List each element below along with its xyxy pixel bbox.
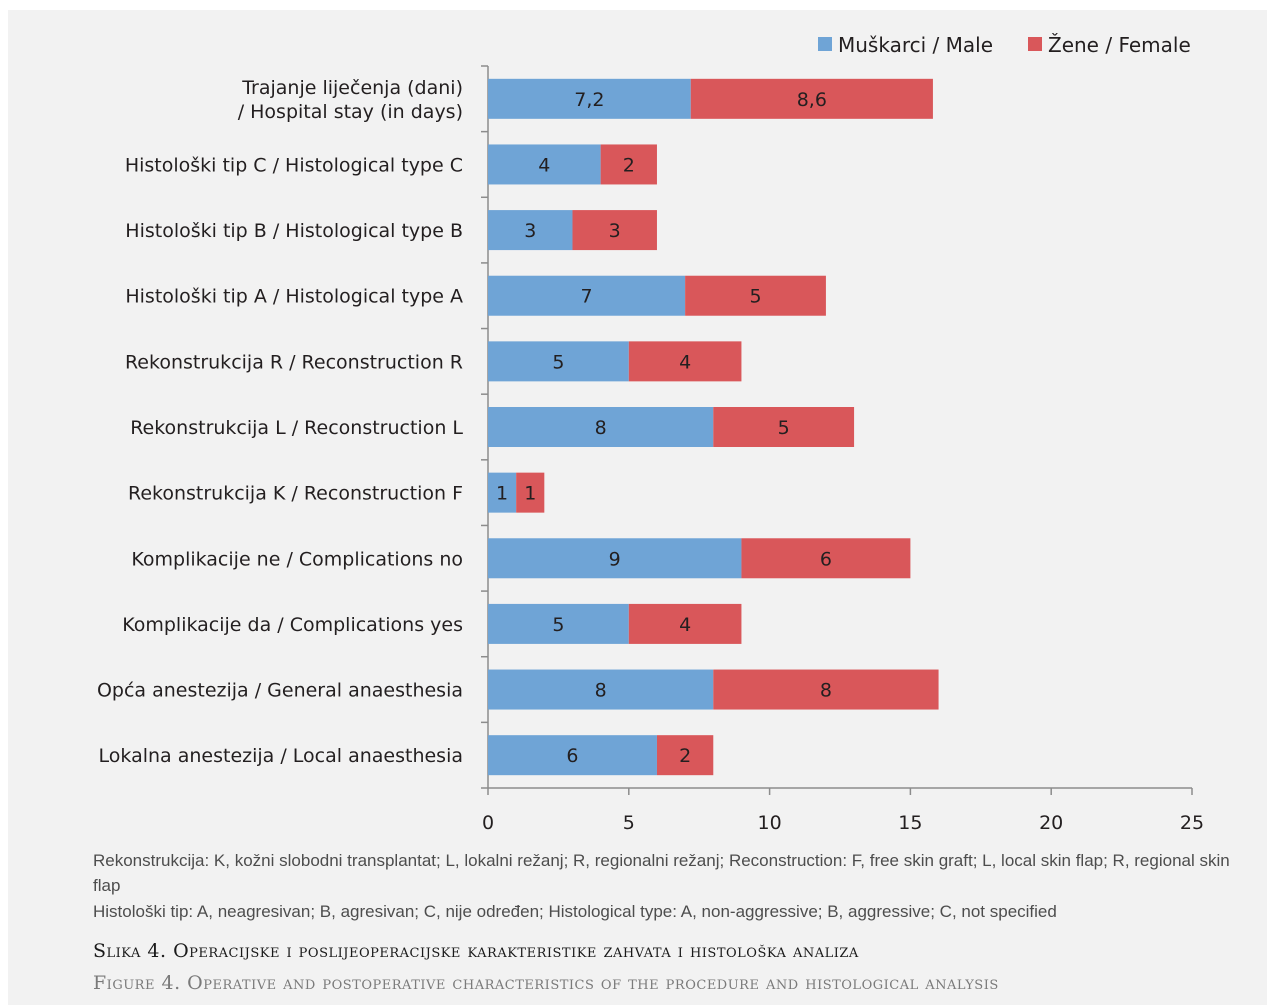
bar-male: [488, 603, 629, 644]
category-label: / Hospital stay (in days): [238, 101, 463, 123]
category-label: Rekonstrukcija K / Reconstruction F: [128, 483, 463, 505]
bar-female: [628, 341, 742, 382]
legend-item-male-swatch: [818, 37, 832, 51]
caption-english: Figure 4. Operative and postoperative ch…: [93, 972, 999, 994]
bar-label-male: 7,2: [574, 89, 604, 111]
legend: Muškarci / Male Žene / Female: [818, 33, 1191, 57]
footnote-reconstruction: Rekonstrukcija: K, kožni slobodni transp…: [93, 851, 1230, 895]
bar-label-male: 3: [524, 220, 536, 242]
footnote-histology: Histološki tip: A, neagresivan; B, agres…: [93, 902, 1057, 921]
bars: 7,2 8,6 4 2 3 3 7 5 5 4 8 5 1 1 9 6 5 4 8 8 6 2: [488, 78, 939, 776]
x-tick-label: 25: [1180, 812, 1204, 834]
category-label: Histološki tip B / Histological type B: [125, 220, 463, 242]
legend-item-female-swatch: [1028, 37, 1042, 51]
bar-female: [741, 538, 911, 579]
bar-label-female: 2: [679, 745, 691, 767]
bar-label-male: 6: [566, 745, 578, 767]
bar-male: [488, 669, 714, 710]
bar-label-female: 1: [524, 483, 536, 505]
x-tick-label: 0: [482, 812, 494, 834]
bar-label-female: 2: [623, 154, 635, 176]
bar-female: [572, 210, 657, 251]
bar-label-male: 5: [552, 614, 564, 636]
bar-female: [713, 407, 855, 447]
bar-female: [690, 78, 933, 119]
category-label: Komplikacije ne / Complications no: [131, 548, 463, 570]
bar-male: [488, 472, 517, 513]
bar-label-female: 5: [778, 417, 790, 439]
x-tick-label: 20: [1039, 812, 1063, 834]
bar-label-male: 1: [496, 483, 508, 505]
bar-female: [516, 472, 545, 513]
caption-croatian: Slika 4. Operacijske i poslijeoperacijsk…: [93, 940, 859, 962]
stacked-bar-chart: Muškarci / Male Žene / Female 0 5 10 15 20 25 …: [97, 33, 1204, 834]
category-label: Komplikacije da / Complications yes: [122, 614, 463, 636]
bar-male: [488, 78, 691, 119]
category-label: Histološki tip A / Histological type A: [125, 286, 463, 308]
bar-male: [488, 341, 629, 382]
bar-male: [488, 210, 573, 251]
bar-male: [488, 735, 657, 776]
x-tick-label: 15: [898, 812, 922, 834]
x-tick-label: 10: [758, 812, 782, 834]
bar-label-female: 6: [820, 548, 832, 570]
bar-label-female: 8: [820, 680, 832, 702]
axes: 0 5 10 15 20 25: [481, 65, 1204, 834]
x-tick-label: 5: [623, 812, 635, 834]
bar-female: [713, 669, 939, 710]
bar-female: [628, 603, 742, 644]
bar-label-female: 3: [609, 220, 621, 242]
bar-male: [488, 144, 601, 185]
category-label: Rekonstrukcija L / Reconstruction L: [130, 417, 463, 439]
bar-label-male: 9: [609, 548, 621, 570]
bar-male: [488, 407, 714, 447]
category-label: Opća anestezija / General anaesthesia: [97, 680, 463, 702]
bar-female: [600, 144, 657, 185]
bar-female: [685, 275, 826, 316]
bar-label-female: 8,6: [797, 89, 827, 111]
legend-item-male-label: Muškarci / Male: [838, 33, 993, 57]
bar-label-female: 4: [679, 614, 691, 636]
bar-label-male: 8: [595, 417, 607, 439]
bar-label-male: 5: [552, 351, 564, 373]
bar-male: [488, 275, 686, 316]
bar-label-female: 5: [749, 286, 761, 308]
bar-female: [656, 735, 714, 776]
category-label: Histološki tip C / Histological type C: [125, 154, 463, 176]
category-label: Lokalna anestezija / Local anaesthesia: [99, 745, 463, 767]
bar-label-male: 7: [581, 286, 593, 308]
bar-label-male: 8: [595, 680, 607, 702]
bar-label-female: 4: [679, 351, 691, 373]
category-label: Rekonstrukcija R / Reconstruction R: [125, 351, 463, 373]
legend-item-female-label: Žene / Female: [1048, 33, 1191, 57]
bar-label-male: 4: [538, 154, 550, 176]
category-labels: Trajanje liječenja (dani) / Hospital sta…: [97, 77, 463, 767]
category-label: Trajanje liječenja (dani): [241, 77, 463, 99]
bar-male: [488, 538, 742, 579]
